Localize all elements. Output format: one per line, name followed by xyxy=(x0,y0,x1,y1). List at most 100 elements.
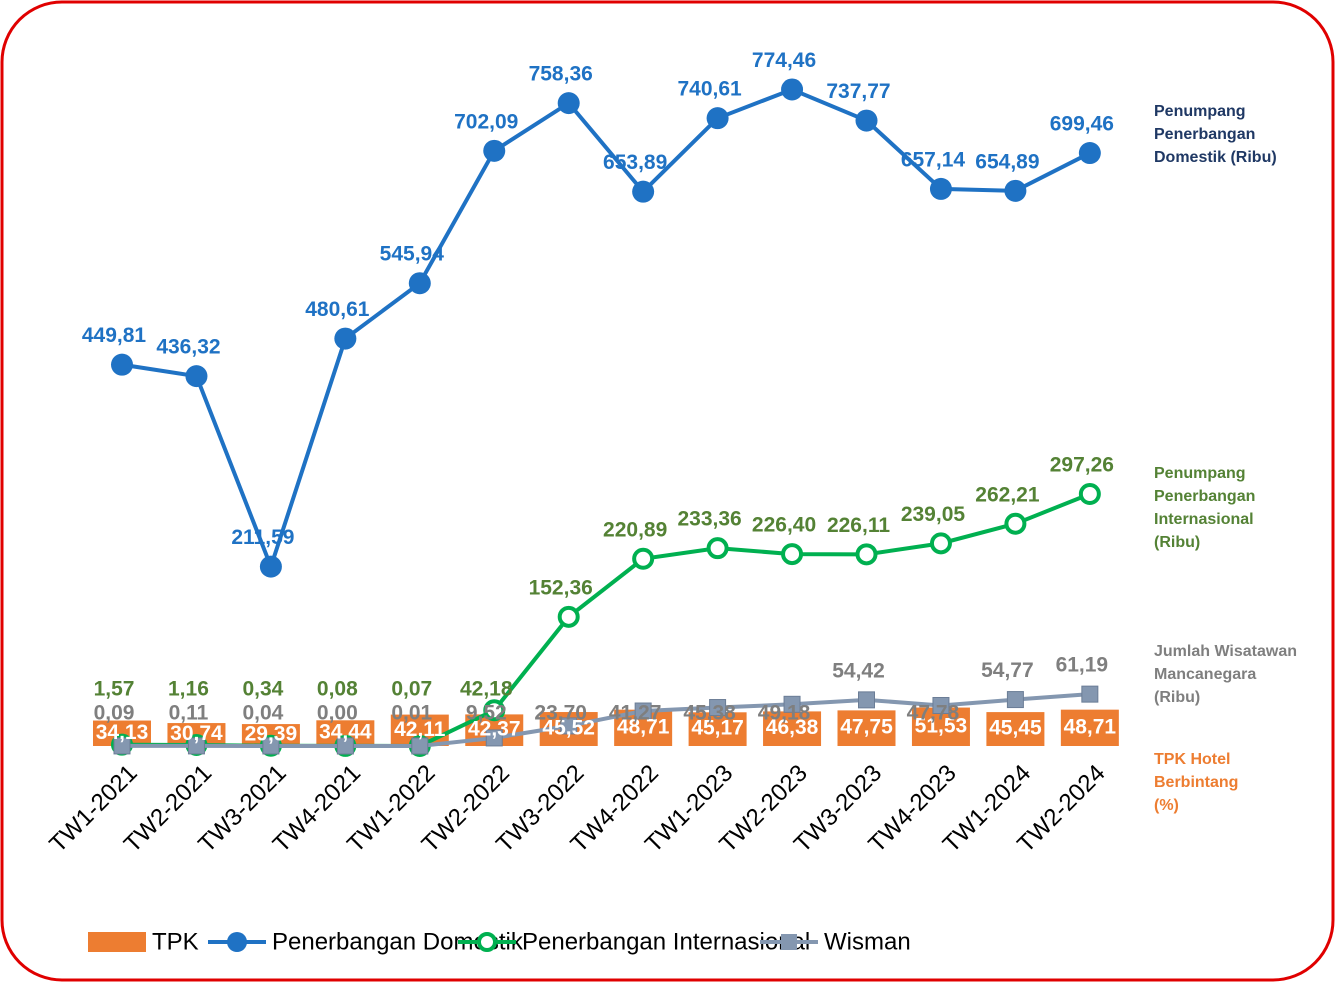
marker xyxy=(411,737,429,755)
data-label: 211,59 xyxy=(231,526,294,549)
data-label: 653,89 xyxy=(603,151,667,174)
data-label: 1,57 xyxy=(94,678,135,701)
marker xyxy=(706,537,729,560)
marker xyxy=(1004,512,1027,535)
marker xyxy=(560,717,578,735)
bar-label: 48,71 xyxy=(1064,715,1117,738)
legend-swatch xyxy=(227,932,247,952)
marker xyxy=(1078,483,1101,506)
data-label: 0,01 xyxy=(391,702,432,725)
bar-label: 30,74 xyxy=(170,722,223,745)
annotation: Jumlah Wisatawan xyxy=(1154,643,1297,660)
data-label: 436,32 xyxy=(156,336,220,359)
marker xyxy=(929,177,952,200)
bar-label: 45,52 xyxy=(542,717,595,740)
marker xyxy=(781,78,804,101)
annotation: TPK Hotel xyxy=(1154,751,1230,768)
data-label: 0,00 xyxy=(317,702,358,725)
labels: 34,13 30,74 29,39 34,44 42,11 42,37 45,52 48,71… xyxy=(82,49,1117,746)
bar-label: 46,38 xyxy=(766,716,819,739)
data-label: 737,77 xyxy=(826,80,890,103)
data-label: 41,27 xyxy=(609,702,662,725)
annotation: Internasional xyxy=(1154,511,1254,528)
marker xyxy=(855,109,878,132)
marker xyxy=(858,691,875,709)
marker xyxy=(855,543,878,566)
legend-swatch xyxy=(88,932,146,952)
data-label: 233,36 xyxy=(677,508,741,531)
data-label: 545,94 xyxy=(380,243,445,266)
data-label: 774,46 xyxy=(752,49,816,72)
bar xyxy=(763,711,822,746)
bar-label: 29,39 xyxy=(245,723,298,746)
marker xyxy=(262,737,280,755)
annotation: Penumpang xyxy=(1154,465,1246,482)
data-label: 0,04 xyxy=(242,702,283,725)
data-label: 654,89 xyxy=(975,150,1039,173)
marker xyxy=(634,702,652,720)
marker xyxy=(187,737,205,755)
marker xyxy=(632,547,655,570)
marker xyxy=(336,737,354,755)
legend-swatch xyxy=(477,932,497,952)
data-label: 0,34 xyxy=(242,678,283,701)
data-label: 220,89 xyxy=(603,518,667,541)
annotation: Domestik (Ribu) xyxy=(1154,149,1277,166)
marker xyxy=(185,365,208,388)
data-label: 702,09 xyxy=(454,110,518,133)
data-label: 740,61 xyxy=(677,78,742,101)
data-label: 0,08 xyxy=(317,678,358,701)
bar xyxy=(986,712,1045,746)
marker xyxy=(1078,142,1101,165)
bar-label: 45,17 xyxy=(691,717,744,740)
marker xyxy=(557,605,580,628)
annotation: Penerbangan xyxy=(1154,488,1255,505)
bar-label: 42,11 xyxy=(394,718,446,741)
marker xyxy=(632,180,655,203)
data-label: 262,21 xyxy=(975,483,1040,506)
marker xyxy=(1004,179,1027,202)
marker xyxy=(706,107,729,130)
data-label: 42,18 xyxy=(460,678,513,701)
data-label: 9,52 xyxy=(466,702,507,725)
marker xyxy=(259,555,282,578)
annotation: Berbintang xyxy=(1154,774,1238,791)
marker xyxy=(932,696,950,714)
legend-label: TPK xyxy=(152,928,199,955)
legend-swatch xyxy=(781,934,797,950)
marker xyxy=(111,353,133,376)
data-label: 699,46 xyxy=(1050,113,1114,136)
marker xyxy=(783,695,801,713)
data-label: 45,38 xyxy=(683,702,736,725)
data-label: 480,61 xyxy=(305,298,370,321)
data-label: 54,42 xyxy=(832,659,885,682)
data-label: 226,11 xyxy=(827,514,890,537)
line xyxy=(121,87,1091,573)
bar xyxy=(1060,709,1119,746)
data-label: 0,07 xyxy=(391,678,432,701)
marker xyxy=(483,699,506,722)
marker xyxy=(334,327,357,350)
marker xyxy=(483,139,506,162)
data-label: 297,26 xyxy=(1050,454,1114,477)
marker xyxy=(408,272,431,295)
marker xyxy=(781,543,804,566)
bar-label: 45,45 xyxy=(989,717,1042,740)
marker xyxy=(709,699,727,717)
marker xyxy=(1081,685,1099,703)
annotation: (Ribu) xyxy=(1154,689,1200,706)
data-label: 758,36 xyxy=(529,63,593,86)
data-label: 61,19 xyxy=(1056,654,1109,677)
data-label: 47,78 xyxy=(907,702,960,725)
annotation: Penumpang xyxy=(1154,103,1246,120)
annotation: (Ribu) xyxy=(1154,534,1200,551)
bar xyxy=(688,712,747,746)
marker xyxy=(485,729,503,747)
data-label: 226,40 xyxy=(752,514,816,537)
bar-label: 51,53 xyxy=(915,714,968,737)
marker xyxy=(1006,691,1024,709)
data-label: 0,09 xyxy=(94,702,135,725)
marker xyxy=(929,532,952,555)
data-label: 54,77 xyxy=(981,659,1034,682)
